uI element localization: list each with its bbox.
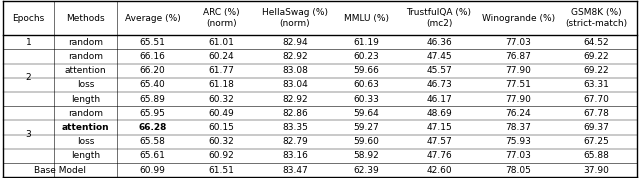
Text: 69.37: 69.37 — [584, 123, 610, 132]
Text: 59.27: 59.27 — [353, 123, 380, 132]
Text: Epochs: Epochs — [12, 14, 45, 23]
Text: 48.69: 48.69 — [426, 109, 452, 118]
Text: 60.23: 60.23 — [353, 52, 380, 61]
Text: 67.25: 67.25 — [584, 137, 609, 146]
Text: 78.37: 78.37 — [506, 123, 531, 132]
Text: 60.32: 60.32 — [208, 137, 234, 146]
Text: 42.60: 42.60 — [426, 166, 452, 174]
Text: 66.16: 66.16 — [140, 52, 165, 61]
Text: 61.19: 61.19 — [353, 38, 380, 47]
Text: random: random — [68, 109, 103, 118]
Text: 62.39: 62.39 — [353, 166, 380, 174]
Text: 82.92: 82.92 — [282, 52, 308, 61]
Text: 46.73: 46.73 — [426, 80, 452, 89]
Text: Winogrande (%): Winogrande (%) — [482, 14, 555, 23]
Text: 45.57: 45.57 — [426, 66, 452, 75]
Text: 37.90: 37.90 — [584, 166, 610, 174]
Text: 83.04: 83.04 — [282, 80, 308, 89]
Text: loss: loss — [77, 137, 94, 146]
Text: 65.61: 65.61 — [140, 151, 165, 160]
Text: 69.22: 69.22 — [584, 52, 609, 61]
Text: 82.92: 82.92 — [282, 95, 308, 104]
Text: 60.15: 60.15 — [208, 123, 234, 132]
Text: 46.17: 46.17 — [426, 95, 452, 104]
Text: 60.33: 60.33 — [353, 95, 380, 104]
Text: 46.36: 46.36 — [426, 38, 452, 47]
Text: 77.90: 77.90 — [506, 66, 531, 75]
Text: 76.24: 76.24 — [506, 109, 531, 118]
Text: attention: attention — [65, 66, 106, 75]
Text: HellaSwag (%)
(norm): HellaSwag (%) (norm) — [262, 8, 328, 28]
Text: 60.63: 60.63 — [353, 80, 380, 89]
Text: 61.51: 61.51 — [208, 166, 234, 174]
Text: 65.89: 65.89 — [140, 95, 165, 104]
Text: 67.78: 67.78 — [584, 109, 610, 118]
Text: 82.86: 82.86 — [282, 109, 308, 118]
Text: 76.87: 76.87 — [506, 52, 531, 61]
Text: 59.60: 59.60 — [353, 137, 380, 146]
Text: 3: 3 — [26, 130, 31, 139]
Text: 47.45: 47.45 — [426, 52, 452, 61]
Text: TrustfulQA (%)
(mc2): TrustfulQA (%) (mc2) — [406, 8, 472, 28]
Text: 83.08: 83.08 — [282, 66, 308, 75]
Text: loss: loss — [77, 80, 94, 89]
Text: 63.31: 63.31 — [584, 80, 610, 89]
Text: 77.03: 77.03 — [506, 38, 531, 47]
Text: attention: attention — [61, 123, 109, 132]
Text: 47.57: 47.57 — [426, 137, 452, 146]
Text: length: length — [71, 151, 100, 160]
Text: 82.94: 82.94 — [282, 38, 308, 47]
Text: 83.35: 83.35 — [282, 123, 308, 132]
Text: 58.92: 58.92 — [353, 151, 380, 160]
Text: 2: 2 — [26, 73, 31, 82]
Text: 60.99: 60.99 — [140, 166, 165, 174]
Text: 77.03: 77.03 — [506, 151, 531, 160]
Text: 47.15: 47.15 — [426, 123, 452, 132]
Text: 60.92: 60.92 — [208, 151, 234, 160]
Text: Methods: Methods — [67, 14, 105, 23]
Text: 61.01: 61.01 — [208, 38, 234, 47]
Text: 82.79: 82.79 — [282, 137, 308, 146]
Text: 61.77: 61.77 — [208, 66, 234, 75]
Text: 59.66: 59.66 — [353, 66, 380, 75]
Text: 65.40: 65.40 — [140, 80, 165, 89]
Text: 65.95: 65.95 — [140, 109, 165, 118]
Text: 77.51: 77.51 — [506, 80, 531, 89]
Text: 66.20: 66.20 — [140, 66, 165, 75]
Text: Base Model: Base Model — [34, 166, 86, 174]
Text: Average (%): Average (%) — [125, 14, 180, 23]
Text: 67.70: 67.70 — [584, 95, 610, 104]
Text: 61.18: 61.18 — [208, 80, 234, 89]
Text: 83.16: 83.16 — [282, 151, 308, 160]
Text: random: random — [68, 38, 103, 47]
Text: 47.76: 47.76 — [426, 151, 452, 160]
Text: 1: 1 — [26, 38, 31, 47]
Text: 60.24: 60.24 — [208, 52, 234, 61]
Text: 66.28: 66.28 — [138, 123, 166, 132]
Text: 83.47: 83.47 — [282, 166, 308, 174]
Text: 77.90: 77.90 — [506, 95, 531, 104]
Text: 60.49: 60.49 — [208, 109, 234, 118]
Text: 65.58: 65.58 — [140, 137, 165, 146]
Text: ARC (%)
(norm): ARC (%) (norm) — [203, 8, 239, 28]
Text: length: length — [71, 95, 100, 104]
Text: random: random — [68, 52, 103, 61]
Text: MMLU (%): MMLU (%) — [344, 14, 389, 23]
Text: 78.05: 78.05 — [506, 166, 531, 174]
Text: 69.22: 69.22 — [584, 66, 609, 75]
Text: 75.93: 75.93 — [506, 137, 531, 146]
Text: GSM8K (%)
(strict-match): GSM8K (%) (strict-match) — [566, 8, 628, 28]
Text: 59.64: 59.64 — [353, 109, 380, 118]
Text: 60.32: 60.32 — [208, 95, 234, 104]
Text: 65.88: 65.88 — [584, 151, 610, 160]
Text: 64.52: 64.52 — [584, 38, 609, 47]
Text: 65.51: 65.51 — [140, 38, 165, 47]
